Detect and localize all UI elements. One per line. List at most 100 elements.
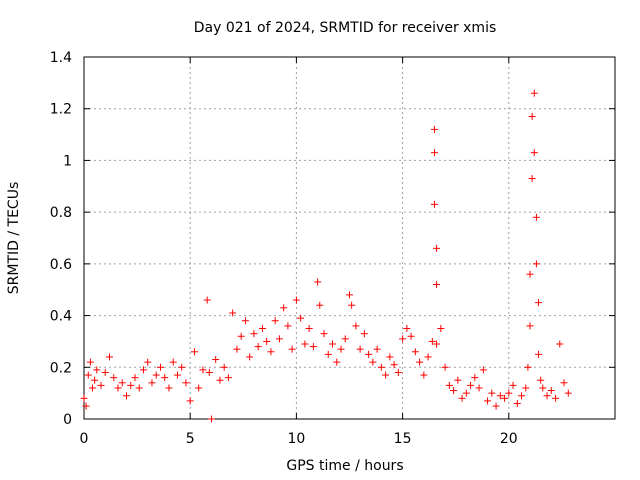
data-point — [258, 325, 266, 332]
data-point — [430, 200, 438, 208]
data-point — [207, 415, 215, 423]
data-point — [437, 325, 445, 332]
data-point — [84, 371, 92, 379]
data-point — [110, 374, 118, 382]
data-point — [122, 392, 130, 400]
data-points — [80, 89, 572, 423]
plot-frame — [83, 56, 616, 420]
data-point — [144, 358, 152, 366]
data-point — [86, 358, 94, 366]
data-point — [82, 402, 90, 410]
y-tick-label: 1.4 — [50, 50, 72, 66]
data-point — [424, 353, 432, 361]
y-tick-label: 0.2 — [50, 360, 72, 376]
data-point — [352, 322, 360, 330]
chart-title: Day 021 of 2024, SRMTID for receiver xmi… — [194, 20, 497, 36]
data-point — [280, 304, 288, 312]
data-point — [532, 213, 540, 221]
y-tick-label: 0 — [63, 412, 72, 428]
data-point — [484, 397, 492, 405]
data-point — [488, 389, 496, 397]
data-point — [80, 394, 88, 402]
data-point — [288, 345, 296, 353]
data-point — [190, 348, 198, 356]
data-point — [386, 353, 394, 361]
data-point — [458, 394, 466, 402]
data-point — [513, 399, 521, 407]
data-point — [178, 363, 186, 371]
data-point — [420, 371, 428, 379]
data-point — [492, 402, 500, 410]
y-tick-labels: 0 0.2 0.4 0.6 0.8 1 1.2 1.4 — [50, 50, 72, 428]
data-point — [93, 366, 101, 374]
data-point — [224, 374, 232, 382]
data-point — [205, 368, 213, 376]
data-point — [552, 394, 560, 402]
data-point — [301, 340, 309, 348]
data-point — [454, 376, 462, 384]
data-point — [496, 392, 504, 400]
data-point — [526, 322, 534, 330]
data-point — [547, 387, 555, 395]
data-point — [373, 345, 381, 353]
data-point — [416, 358, 424, 366]
data-point — [537, 376, 545, 384]
data-point — [348, 301, 356, 309]
data-point — [509, 381, 517, 389]
data-point — [356, 345, 364, 353]
data-point — [560, 379, 568, 387]
data-point — [407, 332, 415, 340]
data-point — [173, 371, 181, 379]
data-point — [152, 371, 160, 379]
data-point — [195, 384, 203, 392]
data-point — [556, 340, 564, 348]
data-point — [237, 332, 245, 340]
data-point — [535, 299, 543, 307]
axis-ticks — [83, 56, 615, 420]
data-point — [309, 343, 317, 351]
data-point — [284, 322, 292, 330]
data-point — [212, 356, 220, 364]
data-point — [101, 368, 109, 376]
data-point — [445, 381, 453, 389]
data-point — [539, 384, 547, 392]
data-point — [543, 392, 551, 400]
data-point — [329, 340, 337, 348]
data-point — [535, 350, 543, 358]
data-point — [97, 381, 105, 389]
data-point — [505, 389, 513, 397]
data-point — [118, 379, 126, 387]
data-point — [156, 363, 164, 371]
data-point — [254, 343, 262, 351]
data-point — [475, 384, 483, 392]
data-point — [267, 348, 275, 356]
data-point — [271, 317, 279, 325]
data-point — [292, 296, 300, 304]
data-point — [320, 330, 328, 338]
data-point — [394, 368, 402, 376]
y-tick-label: 0.6 — [50, 257, 72, 273]
data-point — [131, 374, 139, 382]
data-point — [441, 363, 449, 371]
data-point — [203, 296, 211, 304]
data-point — [564, 389, 572, 397]
data-point — [360, 330, 368, 338]
data-point — [337, 345, 345, 353]
data-point — [522, 384, 530, 392]
data-point — [148, 379, 156, 387]
data-point — [263, 337, 271, 345]
x-tick-label: 15 — [394, 431, 412, 447]
data-point — [333, 358, 341, 366]
data-point — [182, 379, 190, 387]
data-point — [316, 301, 324, 309]
data-point — [297, 314, 305, 322]
data-point — [324, 350, 332, 358]
y-axis-label: SRMTID / TECUs — [6, 182, 22, 295]
y-tick-label: 1.2 — [50, 102, 72, 118]
data-point — [428, 337, 436, 345]
x-tick-label: 20 — [500, 431, 518, 447]
data-point — [403, 325, 411, 332]
data-point — [530, 149, 538, 157]
data-point — [518, 392, 526, 400]
